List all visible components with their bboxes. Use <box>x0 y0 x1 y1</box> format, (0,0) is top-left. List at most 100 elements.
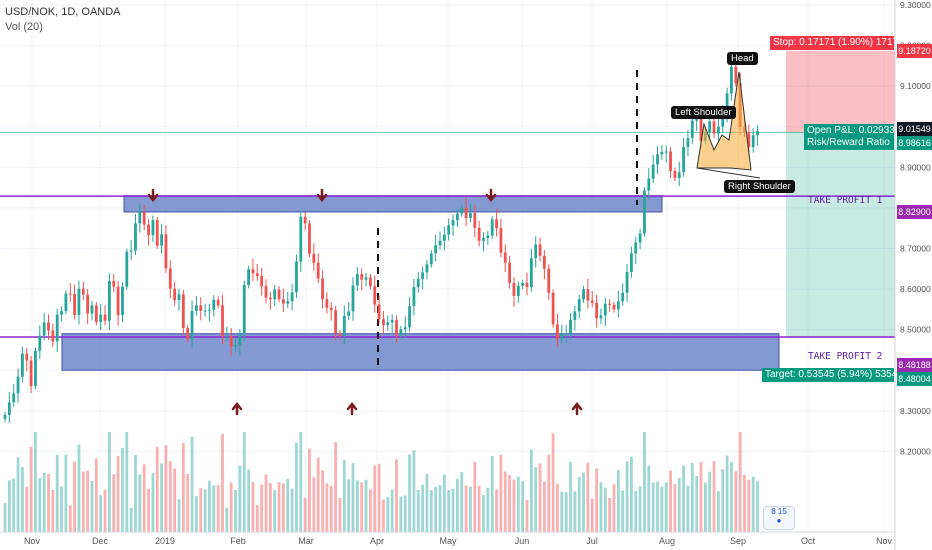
candle-body <box>186 328 190 340</box>
volume-bar <box>751 476 755 532</box>
arrow-up-icon <box>231 401 243 416</box>
volume-bar <box>177 499 181 532</box>
candle-body <box>112 280 116 287</box>
x-tick-label: Aug <box>659 536 675 546</box>
candle-body <box>238 334 242 346</box>
volume-bar <box>708 471 712 532</box>
candle-body <box>377 304 381 320</box>
candle-body <box>682 147 685 173</box>
candle-body <box>342 315 346 337</box>
volume-bar <box>425 474 429 532</box>
candle-body <box>560 333 564 340</box>
volume-bar <box>442 474 446 532</box>
volume-bar <box>155 446 159 532</box>
volume-bar <box>547 454 551 532</box>
volume-bar <box>90 481 94 532</box>
volume-bar <box>264 474 268 532</box>
candle-body <box>225 336 229 338</box>
candle-body <box>725 93 729 112</box>
volume-bar <box>134 455 137 532</box>
candle-body <box>516 285 520 296</box>
candle-body <box>21 353 24 377</box>
volume-bar <box>321 470 324 532</box>
candle-body <box>529 258 533 288</box>
candle-body <box>251 269 255 274</box>
x-tick-label: Sep <box>730 536 746 546</box>
candle-body <box>442 234 446 241</box>
candle-body <box>242 285 246 335</box>
volume-bar <box>429 490 433 532</box>
candle-body <box>599 315 603 319</box>
volume-bar <box>116 456 120 532</box>
volume-bar <box>351 463 355 532</box>
volume-bar <box>538 463 542 532</box>
volume-bar <box>390 489 394 532</box>
volume-bar <box>560 491 564 532</box>
candle-body <box>34 350 37 387</box>
price-tag-target: 8.48004 <box>898 374 931 384</box>
volume-bar <box>73 461 76 532</box>
volume-bar <box>260 484 264 532</box>
candle-body <box>329 307 333 311</box>
target-zone <box>786 132 895 338</box>
volume-bar <box>338 498 342 532</box>
candle-body <box>94 305 98 322</box>
candle-body <box>160 234 163 246</box>
volume-bar <box>734 471 738 532</box>
volume-bar <box>512 479 516 532</box>
candle-body <box>121 286 124 316</box>
volume-bar <box>625 461 629 532</box>
volume-bar <box>521 481 525 532</box>
volume-bar <box>16 457 20 532</box>
volume-bar <box>564 492 568 532</box>
candle-body <box>664 151 668 153</box>
volume-bar <box>416 490 420 532</box>
volume-bar <box>94 458 98 532</box>
volume-bar <box>3 503 7 532</box>
x-tick-label: Mar <box>298 536 314 546</box>
volume-bar <box>621 490 625 532</box>
volume-bar <box>556 483 559 532</box>
volume-bar <box>408 454 411 532</box>
head-and-shoulders-pattern <box>696 71 752 171</box>
candle-body <box>151 220 155 236</box>
volume-bar <box>673 484 677 532</box>
candle-body <box>25 353 29 361</box>
volume-bar <box>329 485 333 532</box>
candle-body <box>512 282 516 296</box>
volume-bar <box>290 488 294 532</box>
volume-bar <box>630 456 633 532</box>
candle-body <box>477 227 481 241</box>
candle-body <box>234 345 237 347</box>
volume-bar <box>469 486 472 532</box>
volume-bar <box>77 444 81 532</box>
volume-bar <box>403 495 407 532</box>
candle-body <box>138 211 142 224</box>
volume-bar <box>638 486 642 532</box>
candle-body <box>577 299 581 312</box>
volume-bar <box>55 454 59 532</box>
open-pnl-label: Open P&L: 0.02933, 0. Risk/Reward Ratio <box>804 124 894 150</box>
candle-body <box>86 294 90 314</box>
volume-bar <box>151 473 155 532</box>
candle-body <box>586 289 590 301</box>
volume-bar <box>64 454 68 532</box>
volume-bar <box>364 479 368 532</box>
candle-body <box>638 233 642 243</box>
price-tag-background <box>897 358 932 372</box>
volume-bar <box>168 461 172 532</box>
candle-body <box>656 154 659 165</box>
volume-bar <box>612 484 616 532</box>
x-tick-label: Oct <box>801 536 816 546</box>
flag-badge-icon[interactable]: 8 15 ● <box>763 506 795 530</box>
candle-body <box>212 299 216 310</box>
volume-bar <box>382 499 385 532</box>
candle-body <box>203 310 207 312</box>
volume-bar <box>699 461 703 532</box>
volume-bar <box>216 485 220 532</box>
volume-bar <box>195 496 198 532</box>
candle-body <box>460 207 464 214</box>
volume-bar <box>360 482 364 532</box>
